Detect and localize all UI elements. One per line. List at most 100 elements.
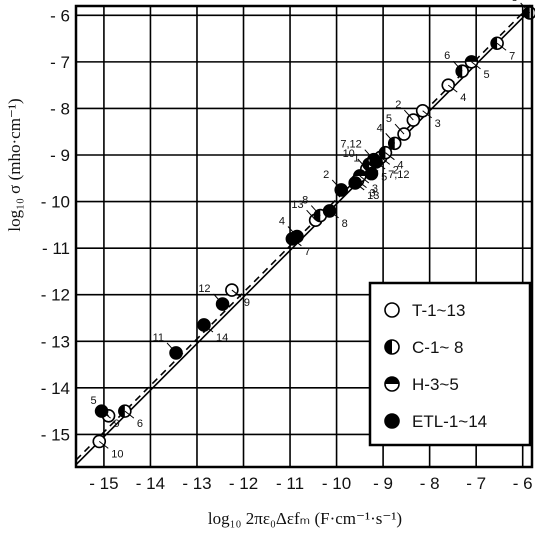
label-leader [306, 209, 317, 221]
y-tick-label: - 9 [50, 146, 70, 165]
y-tick-label: - 7 [50, 53, 70, 72]
label-leader [329, 210, 339, 219]
label-leader [99, 405, 109, 417]
point-label: 10 [111, 448, 123, 460]
point-label: 11 [153, 332, 164, 344]
legend-label: ETL-1~14 [412, 412, 487, 431]
point-label: 4 [460, 92, 466, 104]
point-label: 7,12 [388, 169, 409, 181]
x-tick-label: - 10 [322, 474, 351, 493]
point-label: 7,12 [340, 139, 361, 151]
point-label: 4 [377, 122, 383, 134]
label-leader [403, 109, 414, 121]
point-label: 5 [484, 69, 490, 81]
label-leader [471, 61, 481, 70]
point-label: 5 [386, 113, 392, 125]
label-leader [166, 342, 177, 354]
point-label: 3 [435, 118, 441, 130]
point-label: 7 [509, 50, 515, 62]
label-leader [380, 156, 391, 165]
y-tick-label: - 15 [41, 425, 70, 444]
legend-label: T-1~13 [412, 301, 465, 320]
point-label: 8 [342, 218, 348, 230]
x-tick-label: - 13 [182, 474, 211, 493]
point-label: 7 [304, 246, 310, 258]
legend-marker [384, 339, 400, 355]
point-label: 8 [512, 0, 518, 4]
label-leader [354, 182, 365, 191]
x-tick-label: - 6 [513, 474, 533, 493]
label-leader [292, 238, 302, 247]
point-labels: 105913310223546854467837,125911141274821… [90, 0, 531, 460]
label-leader [213, 293, 223, 305]
legend-marker [384, 413, 400, 429]
label-leader [447, 84, 458, 93]
y-tick-label: - 12 [41, 286, 70, 305]
y-tick-label: - 10 [41, 193, 70, 212]
point-label: 4 [397, 160, 403, 172]
label-leader [287, 226, 298, 237]
point-label: 3 [372, 183, 378, 195]
point-label: 3 [370, 188, 376, 200]
grid [76, 6, 532, 467]
y-tick-label: - 14 [41, 379, 70, 398]
label-leader [362, 163, 372, 174]
tick-labels: - 15 - 14 - 13 - 12 - 11 - 10 - 9 - 8 - 7 - 6 - 6 -… [41, 6, 533, 493]
y-tick-label: - 6 [50, 6, 70, 25]
point-label: 13 [367, 190, 379, 202]
legend: T-1~13 C-1~ 8 H-3~5 ETL-1~14 [368, 281, 532, 447]
point-label: 1 [353, 153, 359, 165]
label-leader [364, 149, 375, 161]
legend-marker [384, 302, 400, 318]
label-leader [101, 410, 111, 419]
label-leader [385, 133, 396, 144]
label-leader [331, 179, 342, 191]
x-tick-label: - 14 [136, 474, 165, 493]
label-leader [124, 410, 135, 419]
legend-marker [384, 376, 400, 392]
x-tick-label: - 7 [466, 474, 486, 493]
point-label: 2 [323, 169, 329, 181]
data-point [464, 55, 479, 69]
x-tick-label: - 11 [276, 474, 304, 493]
y-tick-label: - 8 [50, 99, 70, 118]
label-leader [359, 175, 370, 184]
y-axis-label: log₁₀ σ (mho·cm⁻¹) [5, 98, 24, 231]
fit-lines [75, 3, 533, 466]
point-label: 6 [137, 418, 143, 430]
label-leader [394, 123, 405, 135]
point-label: 2 [395, 99, 401, 111]
label-leader [385, 152, 395, 161]
point-label: 13 [291, 199, 303, 211]
label-leader [357, 180, 367, 189]
label-leader [496, 42, 507, 51]
point-label: 12 [198, 283, 210, 295]
label-leader [368, 163, 379, 172]
point-label: 4 [279, 216, 285, 228]
point-label: 5 [90, 395, 96, 407]
point-label: 2 [393, 164, 399, 176]
x-tick-label: - 15 [89, 474, 118, 493]
label-leader [203, 324, 214, 333]
y-tick-label: - 13 [41, 332, 70, 351]
point-label: 8 [302, 195, 308, 207]
point-label: 10 [343, 148, 355, 160]
x-tick-label: - 12 [229, 474, 258, 493]
point-label: 14 [216, 332, 228, 344]
x-tick-label: - 8 [420, 474, 440, 493]
plot-frame [74, 4, 534, 469]
label-leader [452, 60, 463, 72]
point-label: 9 [114, 418, 120, 430]
label-leader [98, 440, 109, 449]
legend-label: H-3~5 [412, 375, 459, 394]
point-label: 9 [244, 297, 250, 309]
x-tick-label: - 9 [373, 474, 393, 493]
label-leader [520, 2, 531, 14]
label-leader [422, 110, 432, 119]
solid-line [75, 7, 533, 466]
y-tick-label: - 11 [42, 239, 70, 258]
x-axis-label: log₁₀ 2πε₀Δεfₘ (F·cm⁻¹·s⁻¹) [208, 509, 402, 528]
legend-label: C-1~ 8 [412, 338, 464, 357]
point-label: 6 [444, 50, 450, 62]
